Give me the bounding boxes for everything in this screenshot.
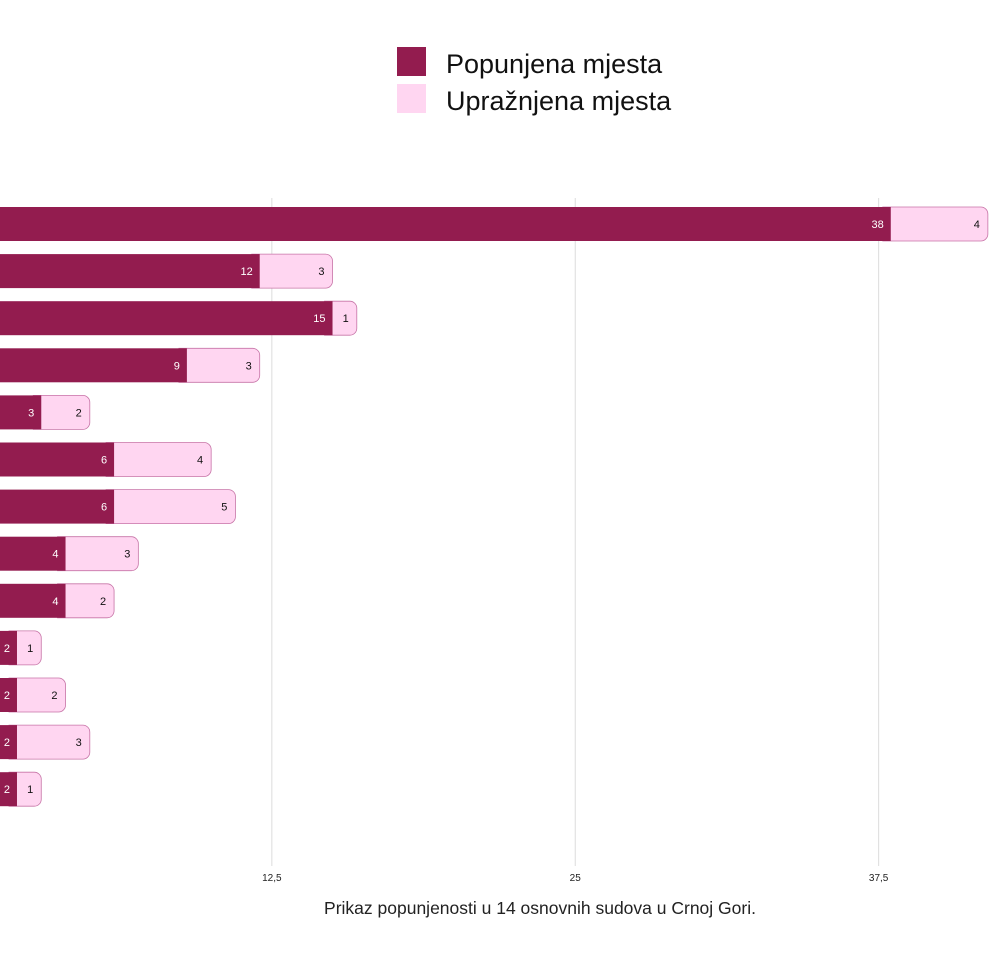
bar-label-filled: 12	[240, 266, 252, 278]
bar-vacant	[32, 395, 91, 430]
bar-filled	[0, 301, 333, 336]
bar-label-vacant: 2	[51, 690, 57, 702]
bar-label-filled: 15	[313, 313, 325, 325]
bar-vacant	[57, 583, 115, 619]
bar-vacant	[57, 536, 139, 572]
bar-vacant	[105, 489, 236, 524]
bar-vacant	[105, 442, 212, 477]
bar-label-vacant: 3	[318, 266, 324, 278]
bar-filled	[0, 772, 17, 807]
bar-filled	[0, 536, 66, 571]
bar-filled	[0, 254, 260, 289]
bar-filled	[0, 395, 42, 430]
bar-vacant	[8, 724, 91, 760]
bar-row: 38 4	[0, 206, 989, 242]
bar-filled	[0, 207, 891, 241]
bar-label-vacant: 1	[27, 643, 33, 655]
legend-label-filled: Popunjena mjesta	[446, 49, 663, 79]
bar-vacant	[178, 347, 261, 383]
bar-filled	[0, 678, 17, 712]
bar-label-vacant: 3	[246, 360, 252, 372]
bar-label-filled: 3	[28, 407, 34, 419]
bar-label-vacant: 4	[197, 455, 203, 467]
bar-label-filled: 6	[101, 502, 107, 514]
bar-filled	[0, 630, 17, 665]
bar-vacant	[251, 253, 333, 289]
bar-vacant	[8, 677, 66, 713]
bar-label-vacant: 3	[76, 737, 82, 749]
bar-label-filled: 2	[4, 690, 10, 702]
bar-label-vacant: 3	[124, 549, 130, 561]
bar-vacant	[324, 300, 358, 336]
bar-filled	[0, 489, 115, 524]
bar-label-vacant: 4	[974, 219, 980, 231]
bar-filled	[0, 442, 115, 477]
bar-label-filled: 2	[4, 643, 10, 655]
bar-label-vacant: 5	[221, 502, 227, 514]
x-tick-label: 37,5	[869, 873, 889, 884]
bar-vacant	[8, 771, 42, 807]
legend-swatch-vacant	[397, 84, 426, 113]
bar-filled	[0, 348, 187, 383]
legend-swatch-filled	[397, 47, 426, 76]
bar-label-filled: 38	[872, 219, 884, 231]
gridlines	[271, 198, 880, 866]
bar-label-filled: 2	[4, 737, 10, 749]
legend-label-vacant: Upražnjena mjesta	[446, 86, 672, 116]
x-tick-label: 12,5	[262, 873, 282, 884]
bar-filled	[0, 725, 17, 760]
bar-label-filled: 6	[101, 455, 107, 467]
bar-label-vacant: 1	[343, 313, 349, 325]
bar-vacant	[8, 630, 42, 666]
bar-label-filled: 4	[52, 596, 58, 608]
chart-caption: Prikaz popunjenosti u 14 osnovnih sudova…	[324, 898, 756, 918]
bar-label-vacant: 2	[100, 596, 106, 608]
x-tick-label: 25	[570, 873, 582, 884]
bar-vacant	[882, 206, 989, 242]
bar-label-filled: 2	[4, 784, 10, 796]
bar-row: 12 3	[0, 253, 333, 289]
bar-label-vacant: 1	[27, 784, 33, 796]
bar-label-filled: 9	[174, 360, 180, 372]
bar-row: 15 1	[0, 300, 358, 336]
bar-label-vacant: 2	[76, 407, 82, 419]
bar-label-filled: 4	[52, 549, 58, 561]
x-axis-ticks: 12,5 25 37,5	[262, 873, 889, 884]
bar-filled	[0, 583, 66, 618]
legend: Popunjena mjesta Upražnjena mjesta	[397, 47, 672, 116]
